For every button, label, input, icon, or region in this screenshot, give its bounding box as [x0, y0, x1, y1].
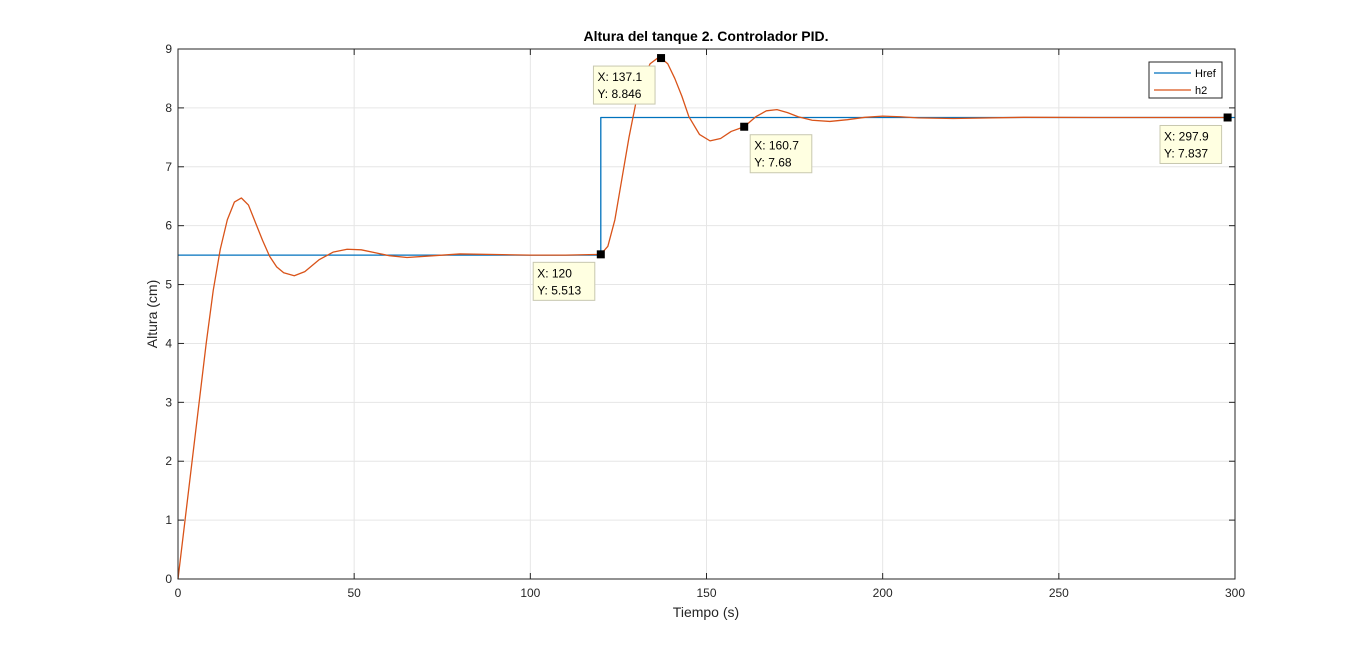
x-tick-label: 100: [520, 586, 540, 600]
chart-title: Altura del tanque 2. Controlador PID.: [583, 28, 828, 44]
legend-box: [1148, 61, 1223, 99]
y-tick-label: 1: [165, 513, 172, 527]
x-tick-label: 50: [347, 586, 361, 600]
x-tick-label: 150: [696, 586, 716, 600]
x-tick-label: 250: [1049, 586, 1069, 600]
datatip-text: Y: 5.513: [537, 283, 581, 297]
datatip-box: [592, 65, 656, 105]
datatip-marker: [657, 54, 666, 63]
datatip-text: X: 160.7: [754, 139, 799, 153]
datatip-text: Y: 8.846: [597, 87, 641, 101]
datatip-text: X: 137.1: [597, 70, 642, 84]
datatip-box: [1159, 124, 1223, 164]
ticks: 0 50 100 150 200 250 300 0 1 2 3 4 5 6 7 8 9: [165, 42, 1245, 600]
y-tick-label: 7: [165, 160, 172, 174]
datatip-box: [532, 261, 596, 301]
y-tick-label: 3: [165, 395, 172, 409]
y-tick-label: 9: [165, 42, 172, 56]
legend-label: Href: [1195, 68, 1217, 80]
series-line-h2: [177, 57, 1228, 580]
datatip-text: Y: 7.68: [754, 156, 792, 170]
y-tick-label: 8: [165, 101, 172, 115]
y-tick-label: 2: [165, 454, 172, 468]
y-axis-label: Altura (cm): [144, 280, 160, 348]
datatip-text: X: 297.9: [1164, 129, 1209, 143]
datatip-marker: [1223, 113, 1232, 122]
x-tick-label: 0: [175, 586, 182, 600]
datatips: X: 120 Y: 5.513 X: 137.1 Y: 8.846 X: 160.7 Y:…: [532, 54, 1232, 301]
datatip-text: X: 120: [537, 266, 572, 280]
x-tick-label: 200: [873, 586, 893, 600]
datatip-marker: [596, 250, 605, 259]
legend: Href h2: [1148, 61, 1223, 99]
datatip-box: [749, 134, 813, 174]
y-tick-label: 5: [165, 278, 172, 292]
x-tick-label: 300: [1225, 586, 1245, 600]
x-axis-label: Tiempo (s): [673, 604, 739, 620]
y-tick-label: 6: [165, 219, 172, 233]
legend-label: h2: [1195, 85, 1207, 97]
y-tick-label: 0: [165, 572, 172, 586]
y-tick-label: 4: [165, 336, 172, 350]
series-layer: [177, 57, 1235, 580]
datatip-marker: [740, 122, 749, 131]
datatip-text: Y: 7.837: [1164, 146, 1208, 160]
